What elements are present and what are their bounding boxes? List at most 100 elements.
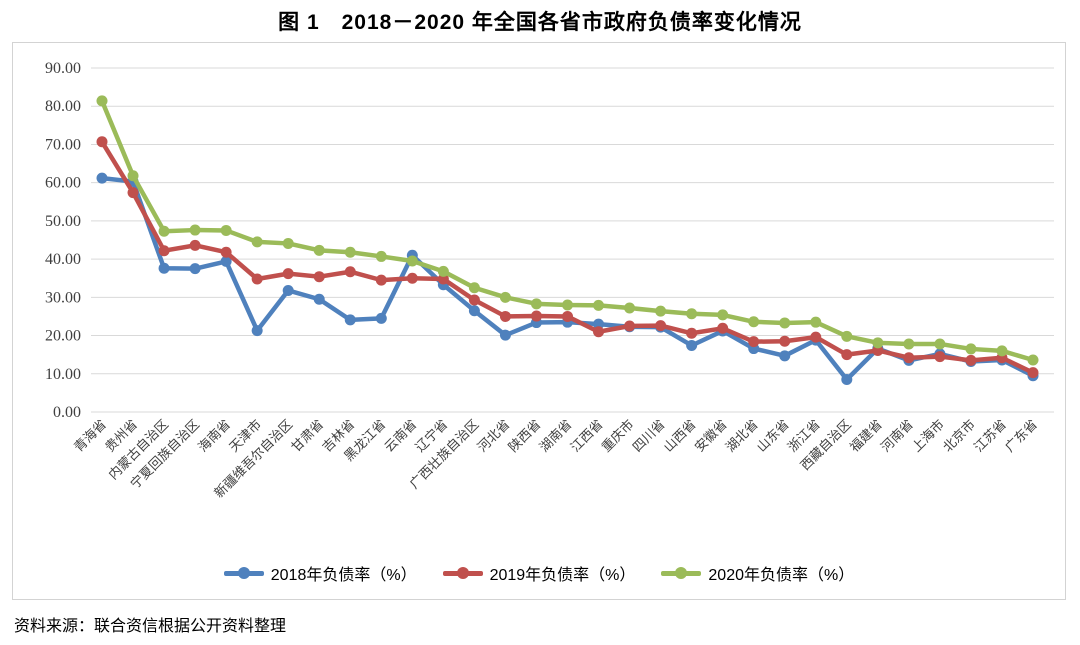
data-point xyxy=(872,337,884,349)
y-tick-label: 60.00 xyxy=(45,175,81,192)
data-point xyxy=(686,327,698,339)
data-point xyxy=(96,172,108,184)
x-tick-label: 福建省 xyxy=(847,417,885,455)
data-point xyxy=(499,310,511,322)
data-point xyxy=(530,298,542,310)
x-tick-label: 江苏省 xyxy=(971,417,1009,455)
data-point xyxy=(903,352,915,364)
data-point xyxy=(686,339,698,351)
data-point xyxy=(499,291,511,303)
data-point xyxy=(468,282,480,294)
data-point xyxy=(189,239,201,251)
data-point xyxy=(748,336,760,348)
x-tick-label: 江西省 xyxy=(567,417,605,455)
data-point xyxy=(655,305,667,317)
data-point xyxy=(872,344,884,356)
data-point xyxy=(779,317,791,329)
data-point xyxy=(593,326,605,338)
data-point xyxy=(779,350,791,362)
data-point xyxy=(158,262,170,274)
data-point xyxy=(593,318,605,330)
data-point xyxy=(468,294,480,306)
data-point xyxy=(965,343,977,355)
legend-item: 2018年负债率（%） xyxy=(223,561,417,585)
data-point xyxy=(437,273,449,285)
data-point xyxy=(841,374,853,386)
data-point xyxy=(934,338,946,350)
data-point xyxy=(903,338,915,350)
legend-item-label: 2019年负债率（%） xyxy=(489,567,636,584)
x-tick-label: 河南省 xyxy=(878,417,916,455)
data-point xyxy=(717,309,729,321)
y-tick-label: 80.00 xyxy=(45,98,81,115)
data-point xyxy=(344,314,356,326)
data-point xyxy=(1027,367,1039,379)
data-point xyxy=(313,271,325,283)
data-point xyxy=(841,349,853,361)
data-point xyxy=(717,322,729,334)
x-tick-label: 广东省 xyxy=(1002,417,1040,455)
chart-svg: 90.00 80.00 70.00 60.00 50.00 40.00 30.00 20.00… xyxy=(45,60,1054,501)
chart-legend: 2018年负债率（%） 2019年负债率（%） 2020年负债率（%） xyxy=(13,561,1065,585)
data-point xyxy=(499,329,511,341)
y-tick-label: 70.00 xyxy=(45,136,81,153)
data-point xyxy=(437,265,449,277)
data-point xyxy=(344,246,356,258)
series-line xyxy=(99,139,1036,375)
data-point xyxy=(313,293,325,305)
data-point xyxy=(779,335,791,347)
data-point xyxy=(220,224,232,236)
data-point xyxy=(96,136,108,148)
data-point xyxy=(189,224,201,236)
source-note: 资料来源：联合资信根据公开资料整理 xyxy=(14,618,287,635)
x-tick-label: 四川省 xyxy=(630,417,668,455)
data-point xyxy=(251,236,263,248)
legend-line-marker-icon xyxy=(661,567,702,579)
data-point xyxy=(530,310,542,322)
data-point xyxy=(158,225,170,237)
data-point xyxy=(375,312,387,324)
data-point xyxy=(624,302,636,314)
data-point xyxy=(562,299,573,311)
data-point xyxy=(251,325,263,337)
legend-item: 2019年负债率（%） xyxy=(442,561,636,585)
legend-line-marker-icon xyxy=(442,567,483,579)
data-point xyxy=(468,305,480,317)
legend-item-label: 2018年负债率（%） xyxy=(270,567,417,584)
data-point xyxy=(282,237,294,249)
x-tick-label: 北京市 xyxy=(940,417,978,455)
data-point xyxy=(189,263,201,275)
data-point xyxy=(996,345,1008,357)
data-point xyxy=(841,330,853,342)
data-point xyxy=(313,244,325,256)
data-point xyxy=(127,187,139,199)
page-title: 图 1 2018－2020 年全国各省市政府负债率变化情况 xyxy=(278,11,802,34)
data-point xyxy=(562,310,573,322)
chart-area: 90.00 80.00 70.00 60.00 50.00 40.00 30.00 20.00… xyxy=(12,42,1066,600)
data-point xyxy=(934,351,946,363)
x-tick-label: 甘肃省 xyxy=(288,417,326,455)
data-point xyxy=(593,299,605,311)
data-point xyxy=(686,308,698,320)
x-tick-label: 青海省 xyxy=(71,417,109,455)
series-line xyxy=(99,175,1036,382)
data-point xyxy=(624,320,636,332)
data-point xyxy=(810,316,822,328)
x-tick-label: 安徽省 xyxy=(692,417,730,455)
data-point xyxy=(220,255,232,267)
data-point xyxy=(282,284,294,296)
x-tick-label: 海南省 xyxy=(195,417,233,455)
y-tick-label: 50.00 xyxy=(45,213,81,230)
legend-line-marker-icon xyxy=(223,567,264,579)
data-point xyxy=(344,266,356,278)
data-point xyxy=(127,170,139,182)
y-tick-label: 0.00 xyxy=(53,404,81,421)
data-point xyxy=(810,331,822,343)
x-tick-label: 上海市 xyxy=(909,417,947,455)
y-tick-label: 90.00 xyxy=(45,60,81,77)
y-tick-label: 20.00 xyxy=(45,328,81,345)
data-point xyxy=(965,354,977,366)
x-tick-label: 湖南省 xyxy=(536,417,574,455)
data-point xyxy=(1027,354,1039,366)
data-point xyxy=(406,255,418,267)
